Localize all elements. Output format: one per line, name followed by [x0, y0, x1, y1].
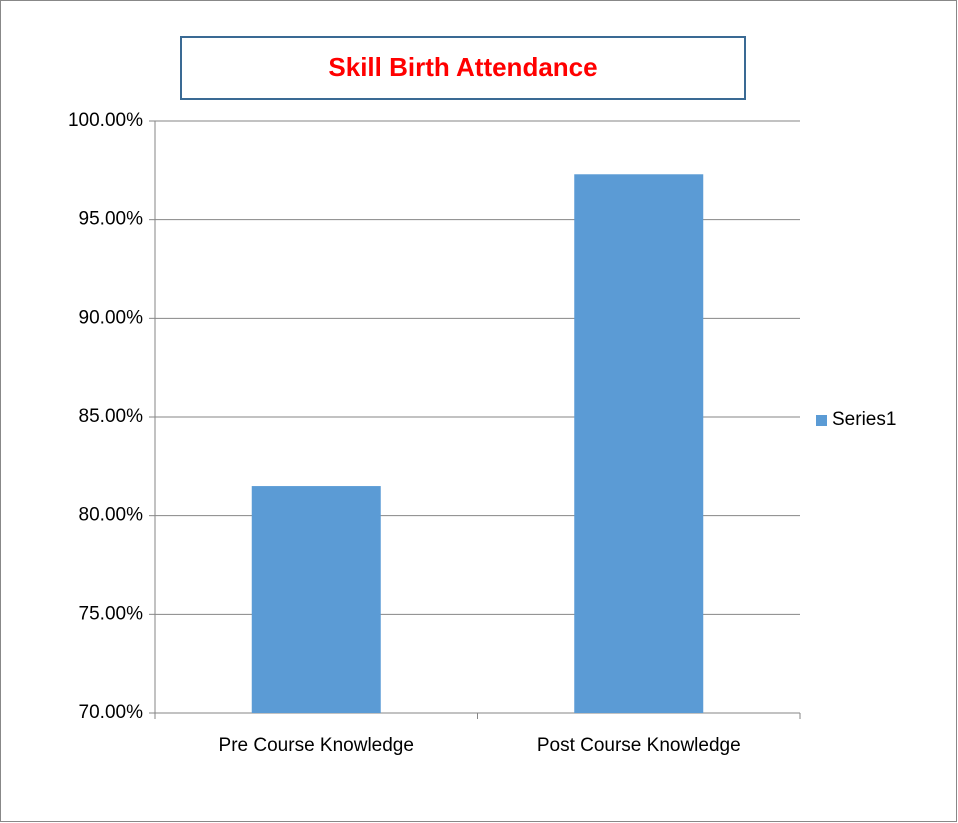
bar — [251, 486, 381, 713]
y-tick-label: 75.00% — [79, 603, 144, 624]
legend-swatch — [816, 415, 827, 426]
y-tick-label: 90.00% — [79, 307, 144, 328]
y-tick-label: 85.00% — [79, 406, 144, 427]
title-box — [180, 36, 746, 100]
legend-label: Series1 — [832, 409, 896, 430]
x-tick-label: Pre Course Knowledge — [219, 735, 414, 756]
x-tick-label: Post Course Knowledge — [537, 735, 741, 756]
chart-title: Skill Birth Attendance — [328, 52, 597, 82]
y-tick-label: 70.00% — [79, 702, 144, 723]
bar — [574, 174, 704, 713]
y-tick-label: 95.00% — [79, 209, 144, 230]
y-tick-label: 80.00% — [79, 505, 144, 526]
y-tick-label: 100.00% — [68, 110, 143, 131]
